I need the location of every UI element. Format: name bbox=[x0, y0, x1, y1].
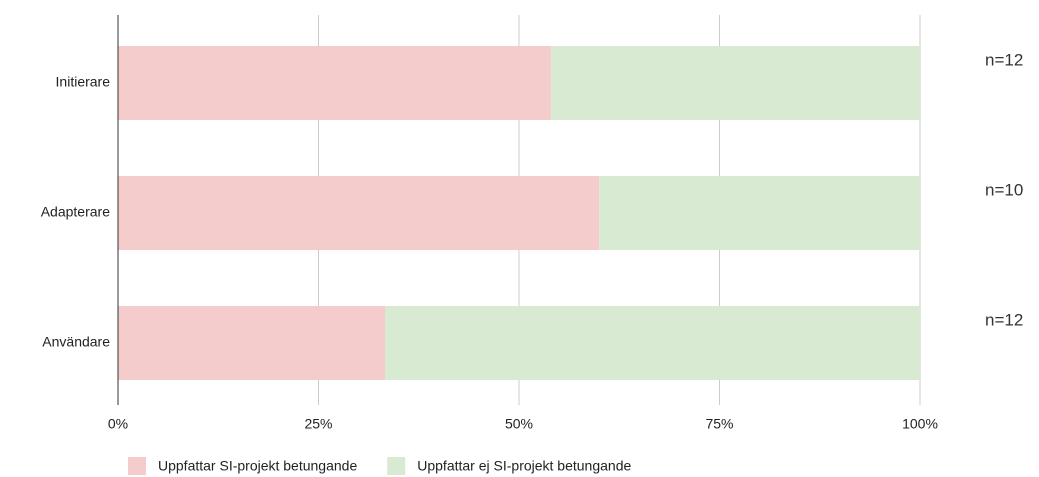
x-tick-label: 25% bbox=[304, 416, 332, 432]
bar bbox=[118, 176, 600, 250]
legend-label: Uppfattar SI-projekt betungande bbox=[158, 458, 357, 474]
x-tick-label: 50% bbox=[505, 416, 533, 432]
annotation: n=10 bbox=[985, 180, 1023, 199]
bar bbox=[118, 46, 552, 120]
x-tick-label: 75% bbox=[705, 416, 733, 432]
x-tick-label: 0% bbox=[108, 416, 128, 432]
legend-swatch bbox=[387, 457, 406, 475]
annotation: n=12 bbox=[985, 50, 1023, 69]
bar bbox=[599, 176, 920, 250]
annotation: n=12 bbox=[985, 310, 1023, 329]
bar bbox=[385, 306, 920, 380]
legend-label: Uppfattar ej SI-projekt betungande bbox=[417, 458, 631, 474]
bar bbox=[551, 46, 920, 120]
y-tick-label: Användare bbox=[42, 334, 110, 350]
y-tick-label: Adapterare bbox=[41, 204, 110, 220]
x-tick-label: 100% bbox=[902, 416, 938, 432]
bar bbox=[118, 306, 386, 380]
y-tick-label: Initierare bbox=[56, 74, 111, 90]
legend-swatch bbox=[128, 457, 146, 475]
